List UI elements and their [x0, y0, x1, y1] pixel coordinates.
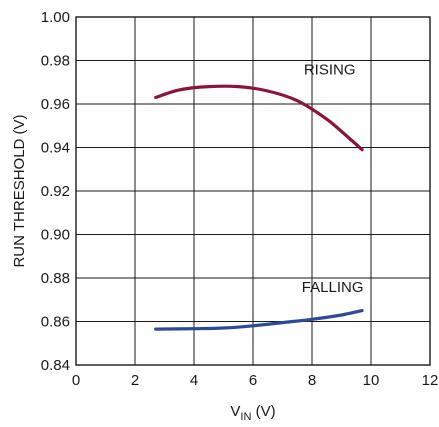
series-line-rising [154, 84, 364, 152]
series-label-rising: RISING [304, 62, 356, 79]
series-lines [154, 84, 364, 331]
x-tick-labels: 0 2 4 6 8 10 12 [72, 372, 439, 389]
y-tick-labels: 0.84 0.86 0.88 0.90 0.92 0.94 0.96 0.98 1.00 [41, 9, 70, 374]
plot-frame [75, 16, 431, 366]
series-labels: RISING FALLING [302, 62, 364, 297]
y-tick-label: 0.92 [41, 183, 70, 200]
series-line-falling [154, 309, 364, 331]
x-axis-title: VIN (V) [230, 403, 275, 423]
y-axis-title: RUN THRESHOLD (V) [11, 114, 28, 267]
y-tick-label: 0.88 [41, 270, 70, 287]
y-tick-label: 0.90 [41, 227, 70, 244]
y-tick-label: 0.84 [41, 357, 70, 374]
y-tick-label: 0.94 [41, 140, 70, 157]
x-tick-label: 4 [190, 372, 198, 389]
x-tick-label: 10 [363, 372, 380, 389]
x-tick-label: 6 [249, 372, 257, 389]
y-tick-label: 1.00 [41, 9, 70, 26]
x-axis-title-unit: (V) [251, 403, 275, 420]
y-tick-label: 0.98 [41, 53, 70, 70]
x-axis-title-subscript: IN [240, 411, 251, 423]
series-label-falling: FALLING [302, 279, 364, 296]
x-tick-label: 8 [308, 372, 316, 389]
x-axis-title-main: V [230, 403, 240, 420]
grid [76, 17, 430, 365]
x-tick-label: 12 [422, 372, 439, 389]
x-tick-label: 0 [72, 372, 80, 389]
y-tick-label: 0.96 [41, 96, 70, 113]
x-tick-label: 2 [131, 372, 139, 389]
y-tick-label: 0.86 [41, 314, 70, 331]
